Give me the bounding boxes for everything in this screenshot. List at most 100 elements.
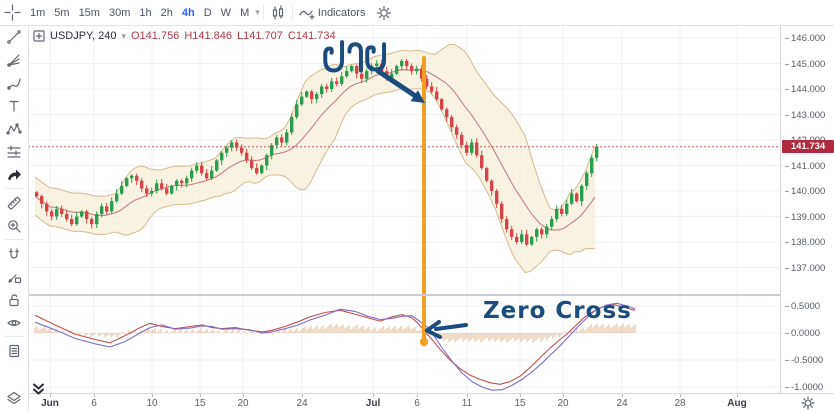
trend-line-icon[interactable] [3,25,25,48]
ruler-icon[interactable] [3,191,25,214]
price-axis-label: 138.000 [785,237,825,248]
indicators-button[interactable]: Indicators [317,6,366,19]
candle-body [235,142,239,148]
timeframe-button-D[interactable]: D [203,6,212,19]
chart-canvas[interactable] [28,25,780,393]
candle-body [395,66,399,74]
zoom-in-icon[interactable] [3,214,25,237]
zero-cross-arrow-head[interactable] [425,328,442,339]
candle-body [105,206,109,212]
zero-cross-arrow[interactable] [434,323,468,331]
forecast-icon[interactable] [3,140,25,163]
timeframe-button-M[interactable]: M [240,6,250,19]
candle-body [525,234,529,245]
drawing-toolbar [0,25,29,411]
object-tree-icon[interactable] [3,339,25,362]
candle-body [110,201,114,212]
candle-style-icon[interactable] [267,1,289,24]
price-axis-label: 141.000 [785,161,825,172]
candle-body [425,78,429,87]
candle-body [210,170,214,179]
ohlc-open: O141.756 [130,30,180,42]
sell-arrow-head[interactable] [410,90,425,103]
candle-body [40,196,44,204]
magnet-icon[interactable] [3,242,25,265]
timeframe-button-2h[interactable]: 2h [160,6,173,19]
timeframe-button-4h[interactable]: 4h [181,6,195,19]
candle-body [505,219,509,230]
candle-body [310,91,314,100]
candle-body [490,180,494,191]
time-axis-tick [302,394,303,397]
candle-body [185,178,189,184]
timeframe-button-5m[interactable]: 5m [54,6,70,19]
sell-annotation-stroke[interactable] [323,46,334,57]
timeframe-button-1m[interactable]: 1m [30,6,46,19]
candle-body [290,117,294,133]
eye-icon[interactable] [3,311,25,334]
zero-cross-arrow-head[interactable] [425,320,441,333]
time-axis-label: 11 [461,398,473,409]
fib-tools-icon[interactable] [3,48,25,71]
candle-body [440,99,444,110]
symbol-dropdown-caret[interactable]: ▾ [121,30,126,41]
indicators-icon[interactable] [296,1,318,24]
sell-annotation-stroke[interactable] [369,45,376,54]
timeframe-button-1h[interactable]: 1h [139,6,152,19]
candle-body [570,193,574,204]
candle-body [455,127,459,135]
timeframe-button-15m[interactable]: 15m [78,6,100,19]
price-axis-label: 146.000 [785,33,825,44]
candle-body [445,109,449,118]
symbol-add-icon[interactable] [33,30,45,42]
timeframe-dropdown-caret[interactable]: ▾ [255,7,260,17]
price-axis-label: 140.000 [785,186,825,197]
layers-icon[interactable] [3,386,25,409]
candle-body [190,170,194,179]
candle-body [300,96,304,105]
time-axis-tick [152,394,153,397]
arrow-marker-icon[interactable] [3,163,25,186]
text-tool-icon[interactable] [3,94,25,117]
candle-body [545,226,549,235]
candle-body [250,160,254,169]
timeframe-button-30m[interactable]: 30m [108,6,131,19]
chevron-down-icon[interactable] [31,382,46,396]
candle-body [560,208,564,214]
sell-annotation-thai[interactable] [323,40,387,73]
time-axis[interactable]: Jun 6 10 15 20 24 Jul 6 11 15 20 24 28 Aug [28,393,834,411]
pane-separator[interactable] [28,294,834,296]
sell-annotation-stroke[interactable] [365,42,387,72]
crosshair-icon[interactable] [4,4,21,21]
candle-body [225,147,229,153]
gear-icon[interactable] [801,396,815,410]
timeframe-button-W[interactable]: W [220,6,232,19]
pattern-icon[interactable] [3,117,25,140]
price-axis-label: 145.000 [785,59,825,70]
candle-body [320,86,324,95]
candle-body [530,236,534,245]
symbol-name[interactable]: USDJPY, 240 [50,30,117,42]
sell-annotation-stroke[interactable] [347,42,363,73]
candle-body [295,104,299,118]
lock-icon[interactable] [3,288,25,311]
candle-body [415,68,419,72]
bollinger-band-fill [35,44,595,273]
sell-vertical-line-endpoint[interactable] [419,337,429,347]
candle-body [485,168,489,181]
brush-icon[interactable] [3,71,25,94]
sell-annotation-stroke[interactable] [323,40,345,73]
candle-body [175,180,179,186]
candle-body [510,229,514,237]
time-axis-label: 20 [237,398,249,409]
oscillator-axis-label: -0.5000 [785,355,823,366]
toolbar-divider [291,5,293,20]
time-axis-label: Jun [41,398,59,409]
price-axis[interactable]: 146.000145.000144.000143.000142.000141.0… [780,25,834,393]
candle-body [80,211,84,217]
candle-body [555,208,559,220]
drawing-mode-icon[interactable] [3,265,25,288]
gear-icon[interactable] [373,1,395,24]
sell-arrow[interactable] [375,68,417,98]
zero-cross-annotation[interactable]: Zero Cross [483,298,632,324]
